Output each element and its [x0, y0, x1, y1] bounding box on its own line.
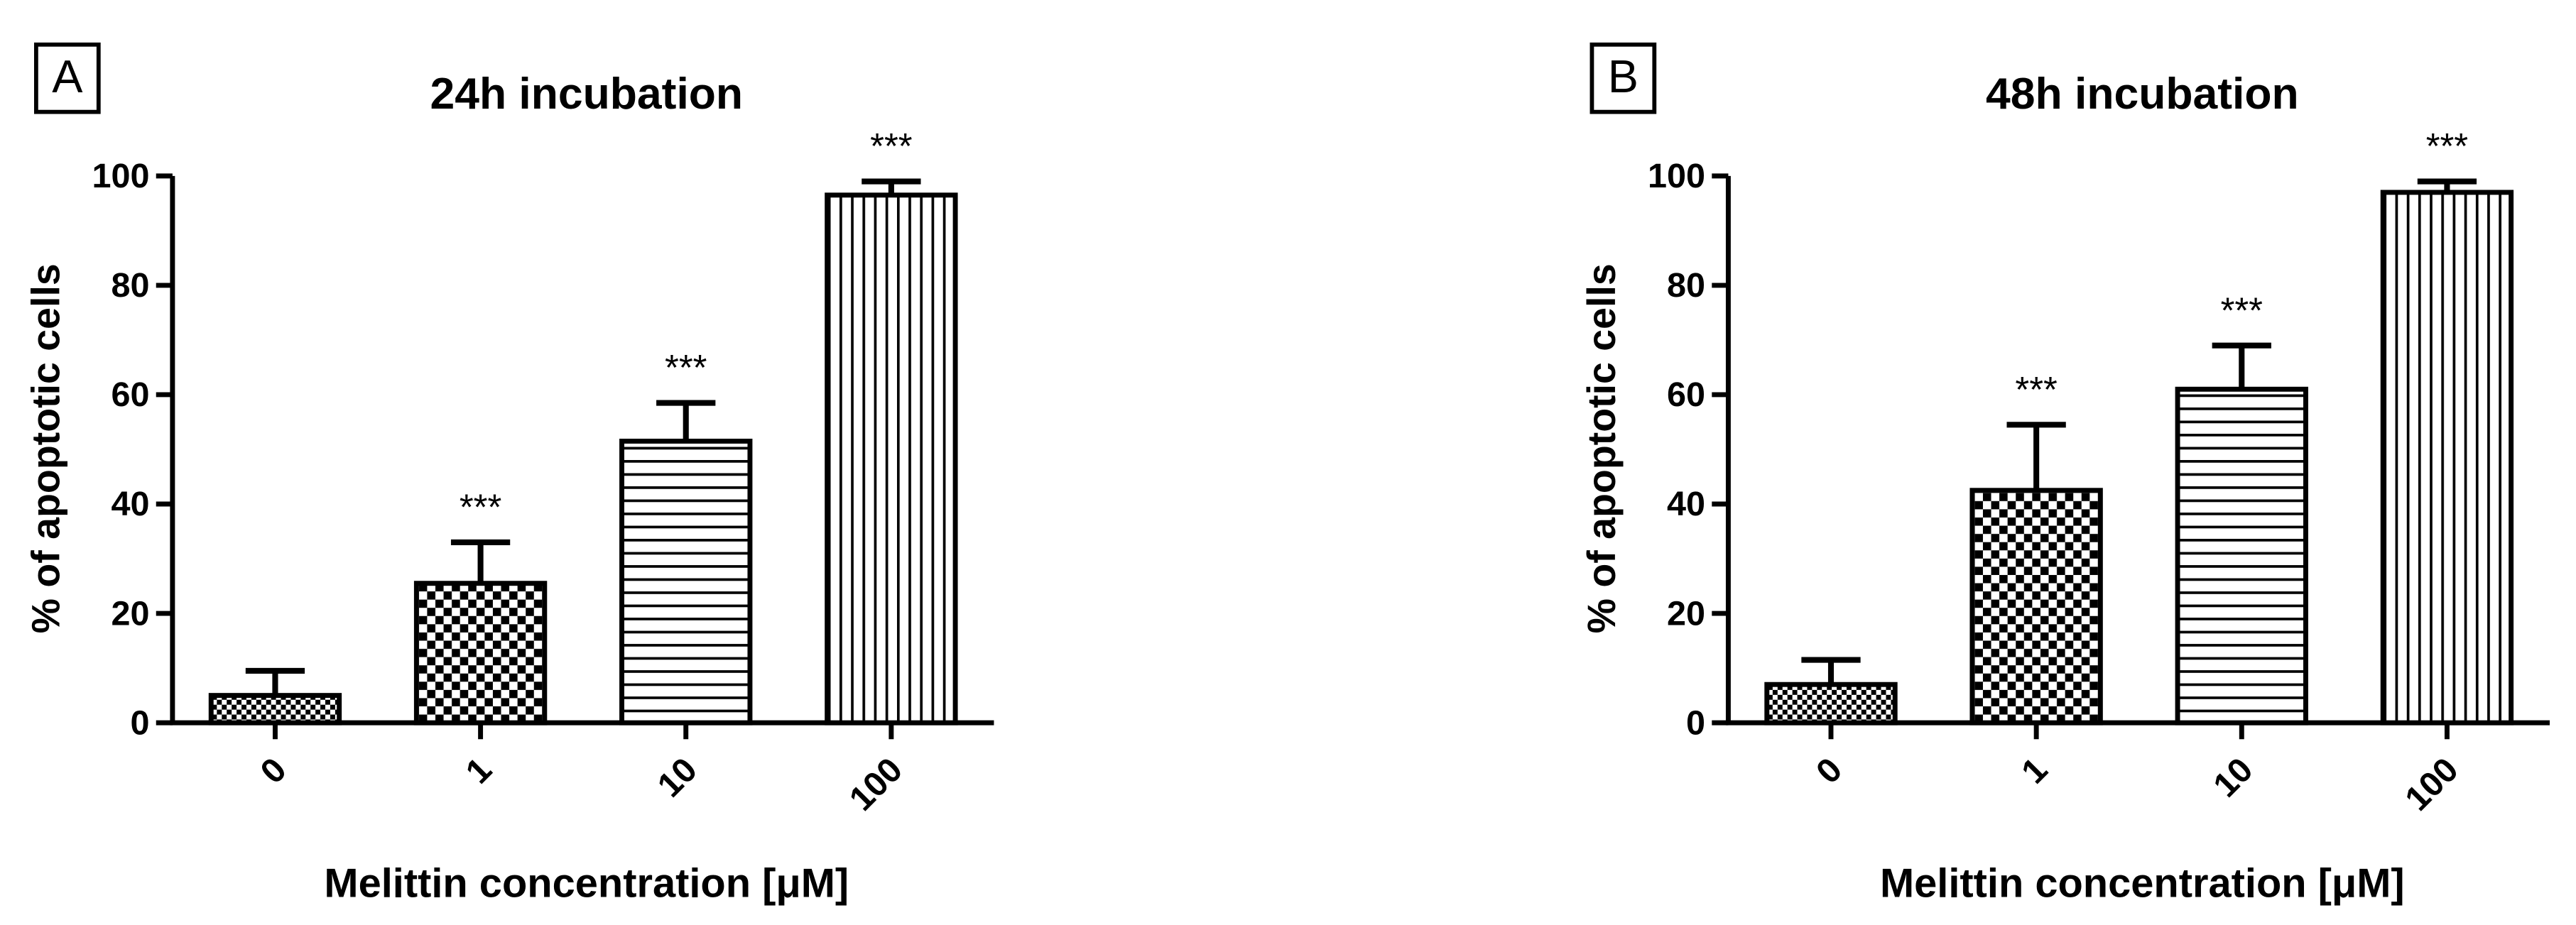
significance-label: ***	[2221, 290, 2263, 330]
y-tick-label: 80	[1667, 266, 1705, 305]
y-tick-label: 100	[1648, 157, 1705, 195]
bar	[825, 192, 958, 726]
error-bar	[450, 539, 511, 584]
y-tick-label: 20	[111, 594, 149, 633]
y-tick-label: 100	[92, 157, 149, 195]
y-tick-label: 60	[1667, 376, 1705, 414]
panel-label-box	[1589, 42, 1657, 114]
x-tick-label: 0	[253, 750, 293, 791]
x-tick-label: 10	[651, 750, 705, 804]
y-tick-label: 80	[111, 266, 149, 305]
error-bar	[1801, 657, 1861, 685]
y-axis-label: % of apoptotic cells	[23, 263, 67, 633]
panel: B 48h incubation % of apoptotic cells Melit…	[1580, 42, 2550, 906]
chart-title: 24h incubation	[430, 69, 744, 119]
bar	[1969, 488, 2103, 726]
bar	[208, 693, 342, 726]
panel: A 24h incubation % of apoptotic cells Melit…	[23, 42, 994, 906]
error-bar	[656, 400, 716, 442]
bar	[619, 438, 753, 726]
panel-label-box	[33, 42, 101, 114]
error-bar	[2006, 422, 2066, 491]
error-bar	[2212, 342, 2271, 390]
x-tick-label: 1	[2014, 750, 2055, 791]
x-tick-label: 1	[459, 750, 499, 791]
bar	[413, 581, 548, 726]
y-tick-label: 0	[130, 704, 149, 742]
y-tick-label: 0	[1686, 704, 1705, 742]
bar	[1764, 682, 1898, 726]
y-tick-label: 40	[1667, 485, 1705, 523]
panel-label: A	[52, 50, 83, 102]
y-axis-label: % of apoptotic cells	[1580, 263, 1624, 633]
significance-label: ***	[460, 487, 501, 527]
bar	[2175, 386, 2308, 726]
x-axis-label: Melittin concentration [μM]	[1880, 860, 2405, 906]
significance-label: ***	[665, 347, 707, 388]
y-tick-label: 60	[111, 376, 149, 414]
x-tick-label: 100	[2398, 750, 2465, 818]
panel-label: B	[1608, 50, 1638, 102]
significance-label: ***	[2015, 369, 2057, 410]
x-axis-label: Melittin concentration [μM]	[324, 860, 849, 906]
chart-title: 48h incubation	[1986, 69, 2299, 119]
error-bar	[245, 667, 305, 696]
y-tick-label: 40	[111, 485, 149, 523]
x-tick-label: 0	[1809, 750, 1849, 791]
significance-label: ***	[870, 126, 912, 166]
bar	[2380, 190, 2514, 726]
x-tick-label: 100	[842, 750, 910, 818]
y-tick-label: 20	[1667, 594, 1705, 633]
x-tick-label: 10	[2206, 750, 2260, 804]
significance-label: ***	[2426, 126, 2468, 166]
